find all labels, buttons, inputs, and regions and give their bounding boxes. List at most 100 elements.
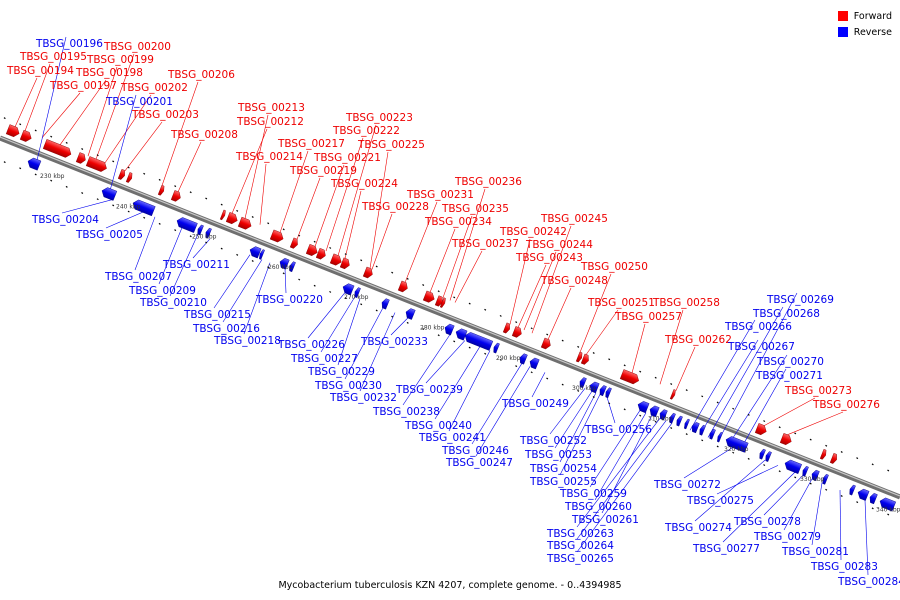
axis-dash: [639, 370, 642, 373]
reverse-gene-body-9: [289, 261, 296, 273]
axis-dash: [778, 470, 781, 473]
forward-leader-line: [59, 79, 107, 146]
forward-leader-line: [14, 77, 38, 128]
forward-gene-label: TBSG_00213: [237, 102, 305, 114]
forward-leader-line: [87, 66, 118, 157]
reverse-gene-label: TBSG_00277: [692, 543, 760, 555]
kbp-tick-label: 280 kbp: [420, 325, 445, 332]
reverse-leader-line: [471, 363, 523, 445]
axis-dash: [546, 377, 549, 380]
reverse-gene-body-35: [759, 448, 766, 460]
reverse-gene-label: TBSG_00215: [183, 309, 251, 321]
forward-gene-label: TBSG_00242: [499, 226, 567, 238]
forward-gene-label: TBSG_00206: [167, 69, 235, 81]
axis-dash: [437, 334, 440, 337]
forward-leader-line: [24, 63, 51, 132]
reverse-leader-line: [717, 292, 798, 442]
reverse-gene-label: TBSG_00275: [686, 495, 754, 507]
axis-dash: [515, 365, 518, 368]
reverse-leader-line: [722, 471, 796, 543]
axis-dash: [437, 290, 440, 293]
forward-gene-label: TBSG_00223: [345, 112, 413, 124]
reverse-gene-label: TBSG_00270: [756, 356, 824, 368]
forward-leader-line: [509, 238, 531, 325]
axis-dash: [375, 309, 378, 312]
reverse-gene-label: TBSG_00246: [441, 445, 509, 457]
reverse-leader-line: [402, 334, 451, 406]
axis-dash: [96, 198, 99, 201]
forward-gene-body-5: [117, 168, 125, 180]
axis-dash: [112, 160, 115, 163]
forward-gene-label: TBSG_00208: [170, 129, 238, 141]
reverse-gene-body-31: [699, 424, 706, 436]
axis-dash: [143, 216, 146, 219]
forward-gene-label: TBSG_00199: [86, 54, 154, 66]
reverse-leader-line: [61, 199, 113, 214]
forward-leader-line: [337, 124, 377, 256]
reverse-gene-label: TBSG_00272: [653, 479, 721, 491]
reverse-gene-body-23: [605, 387, 612, 399]
axis-dash: [34, 173, 37, 176]
reverse-leader-line: [359, 312, 396, 392]
reverse-gene-label: TBSG_00283: [810, 561, 878, 573]
forward-gene-body-22: [439, 297, 446, 308]
forward-leader-line: [41, 92, 81, 138]
reverse-gene-label: TBSG_00226: [277, 339, 345, 351]
reverse-leader-line: [559, 392, 597, 463]
forward-leader-line: [786, 411, 844, 436]
reverse-gene-label: TBSG_00253: [524, 449, 592, 461]
axis-dash: [453, 296, 456, 299]
reverse-gene-label: TBSG_00210: [139, 297, 207, 309]
reverse-leader-line: [811, 482, 823, 546]
forward-gene-label: TBSG_00237: [451, 238, 519, 250]
axis-dash: [794, 476, 797, 479]
reverse-gene-label: TBSG_00216: [192, 323, 260, 335]
reverse-gene-label: TBSG_00267: [727, 341, 795, 353]
reverse-gene-body-13: [405, 308, 416, 320]
axis-dash: [716, 445, 719, 448]
reverse-gene-label: TBSG_00238: [372, 406, 440, 418]
axis-dash: [685, 389, 688, 392]
forward-gene-label: TBSG_00222: [332, 125, 400, 137]
axis-dash: [220, 247, 223, 250]
reverse-leader-line: [531, 372, 546, 398]
axis-dash: [809, 482, 812, 485]
forward-gene-body-13: [289, 237, 298, 249]
axis-dash: [313, 284, 316, 287]
forward-gene-label: TBSG_00194: [6, 65, 74, 77]
forward-gene-label: TBSG_00262: [664, 334, 732, 346]
reverse-gene-body-38: [802, 466, 809, 477]
axis-dash: [391, 271, 394, 274]
kbp-tick-label: 330 kbp: [800, 476, 825, 483]
reverse-gene-label: TBSG_00279: [753, 531, 821, 543]
forward-gene-body-12: [269, 229, 284, 243]
axis-dash: [825, 444, 828, 447]
reverse-leader-line: [390, 317, 409, 336]
forward-gene-body-28: [619, 369, 639, 385]
forward-leader-line: [296, 177, 321, 240]
forward-gene-body-7: [157, 184, 165, 196]
forward-gene-label: TBSG_00212: [236, 116, 304, 128]
axis-dash: [871, 507, 874, 510]
reverse-leader-line: [307, 292, 346, 339]
forward-gene-label: TBSG_00198: [75, 67, 143, 79]
reverse-gene-body-16: [464, 332, 494, 351]
forward-gene-label: TBSG_00258: [652, 297, 720, 309]
kbp-tick-label: 250 kbp: [192, 234, 217, 241]
reverse-gene-body-4: [197, 224, 204, 236]
reverse-leader-line: [158, 227, 183, 285]
reverse-gene-label: TBSG_00281: [781, 546, 849, 558]
reverse-gene-body-10: [342, 283, 355, 296]
reverse-leader-line: [576, 422, 673, 553]
reverse-leader-line: [425, 340, 466, 384]
axis-dash: [3, 117, 6, 120]
axis-dash: [778, 426, 781, 429]
reverse-gene-label: TBSG_00269: [766, 294, 834, 306]
reverse-gene-body-32: [709, 428, 716, 440]
forward-leader-line: [231, 128, 268, 214]
reverse-gene-label: TBSG_00254: [529, 463, 597, 475]
reverse-gene-label: TBSG_00260: [564, 501, 632, 513]
axis-dash: [561, 339, 564, 342]
reverse-gene-body-17: [493, 342, 500, 354]
forward-gene-label: TBSG_00202: [120, 82, 188, 94]
